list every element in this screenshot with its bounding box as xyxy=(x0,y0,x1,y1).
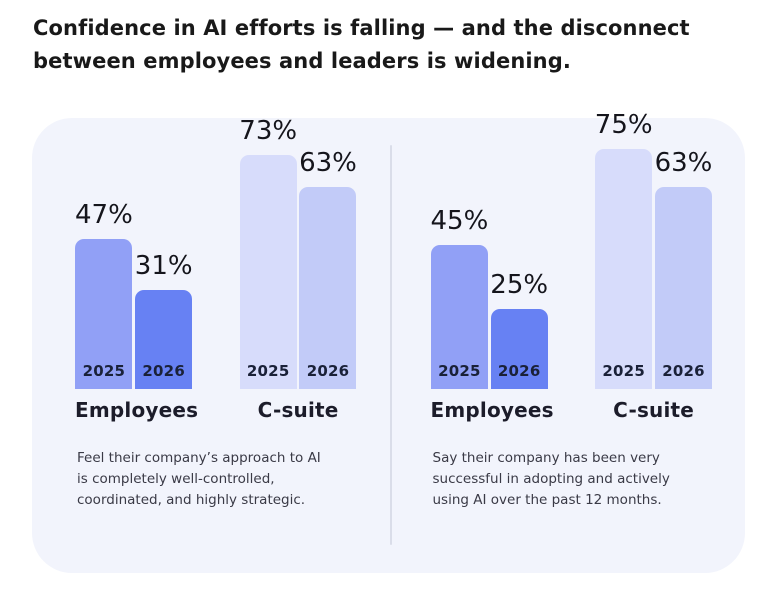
bar-group-csuite-right: 75% 2025 63% 2026 C-suite xyxy=(595,111,713,423)
bar-group-csuite-left: 73% 2025 63% 2026 C-suite xyxy=(239,117,357,423)
bar-employees-2026: 2026 xyxy=(135,290,193,389)
bar-csuite-2025: 2025 xyxy=(595,149,653,389)
bar-csuite-2026: 2026 xyxy=(654,187,712,389)
page-title-line-2: between employees and leaders is widenin… xyxy=(33,49,571,73)
page: Confidence in AI efforts is falling — an… xyxy=(32,12,768,573)
value-label: 25% xyxy=(490,270,549,300)
caption-line: coordinated, and highly strategic. xyxy=(77,492,306,508)
bar-employees-2026: 2026 xyxy=(490,309,548,389)
bar-csuite-2025: 2025 xyxy=(239,155,297,389)
group-label-csuite: C-suite xyxy=(613,398,695,422)
page-title-line-1: Confidence in AI efforts is falling — an… xyxy=(33,16,690,40)
bar-column-2026: 25% 2026 xyxy=(490,271,548,389)
bar-pair: 47% 2025 31% 2026 xyxy=(75,201,198,389)
value-label: 63% xyxy=(654,148,713,178)
bar-year-label: 2026 xyxy=(142,362,185,380)
bar-year-label: 2025 xyxy=(82,362,126,380)
caption-line: successful in adopting and actively xyxy=(432,471,670,487)
bar-employees-2025: 2025 xyxy=(75,239,133,389)
bar-column-2025: 47% 2025 xyxy=(75,201,133,389)
panel-divider xyxy=(390,145,392,545)
bar-pair: 73% 2025 63% 2026 xyxy=(239,117,357,389)
bar-employees-2025: 2025 xyxy=(430,245,488,389)
chart-panel-right: 45% 2025 25% 2026 Employees xyxy=(389,111,746,573)
bar-year-label: 2025 xyxy=(438,362,481,380)
bar-year-label: 2026 xyxy=(306,362,350,380)
caption-left: Feel their company’s approach to AI is c… xyxy=(77,448,389,511)
bar-year-label: 2026 xyxy=(662,362,705,380)
bar-year-label: 2026 xyxy=(497,362,541,380)
chart-area-right: 45% 2025 25% 2026 Employees xyxy=(430,111,746,423)
caption-line: using AI over the past 12 months. xyxy=(432,492,662,508)
bar-group-employees-right: 45% 2025 25% 2026 Employees xyxy=(430,207,554,423)
value-label: 73% xyxy=(239,116,298,146)
value-label: 75% xyxy=(594,110,653,140)
bar-csuite-2026: 2026 xyxy=(299,187,357,389)
group-label-employees: Employees xyxy=(75,398,199,422)
comparison-card: 47% 2025 31% 2026 Employees xyxy=(32,111,746,573)
group-label-employees: Employees xyxy=(430,398,554,422)
caption-line: is completely well-controlled, xyxy=(77,471,275,487)
value-label: 47% xyxy=(75,200,133,230)
chart-panel-left: 47% 2025 31% 2026 Employees xyxy=(32,117,389,573)
chart-area-left: 47% 2025 31% 2026 Employees xyxy=(75,117,389,423)
bar-column-2025: 75% 2025 xyxy=(595,111,653,389)
caption-line: Say their company has been very xyxy=(432,450,660,466)
value-label: 31% xyxy=(134,251,193,281)
bar-pair: 45% 2025 25% 2026 xyxy=(431,207,554,389)
group-label-csuite: C-suite xyxy=(257,398,339,422)
bar-column-2025: 73% 2025 xyxy=(239,117,297,389)
caption-line: Feel their company’s approach to AI xyxy=(77,450,321,466)
value-label: 63% xyxy=(299,148,357,178)
bar-group-employees-left: 47% 2025 31% 2026 Employees xyxy=(75,201,199,423)
bar-pair: 75% 2025 63% 2026 xyxy=(595,111,713,389)
bar-column-2025: 45% 2025 xyxy=(430,206,489,389)
value-label: 45% xyxy=(430,206,489,236)
bar-year-label: 2025 xyxy=(602,362,645,380)
page-title: Confidence in AI efforts is falling — an… xyxy=(33,12,768,78)
bar-column-2026: 31% 2026 xyxy=(135,252,193,389)
bar-year-label: 2025 xyxy=(246,362,290,380)
bar-column-2026: 63% 2026 xyxy=(654,148,713,389)
caption-right: Say their company has been very successf… xyxy=(433,448,746,511)
bar-column-2026: 63% 2026 xyxy=(299,149,357,389)
